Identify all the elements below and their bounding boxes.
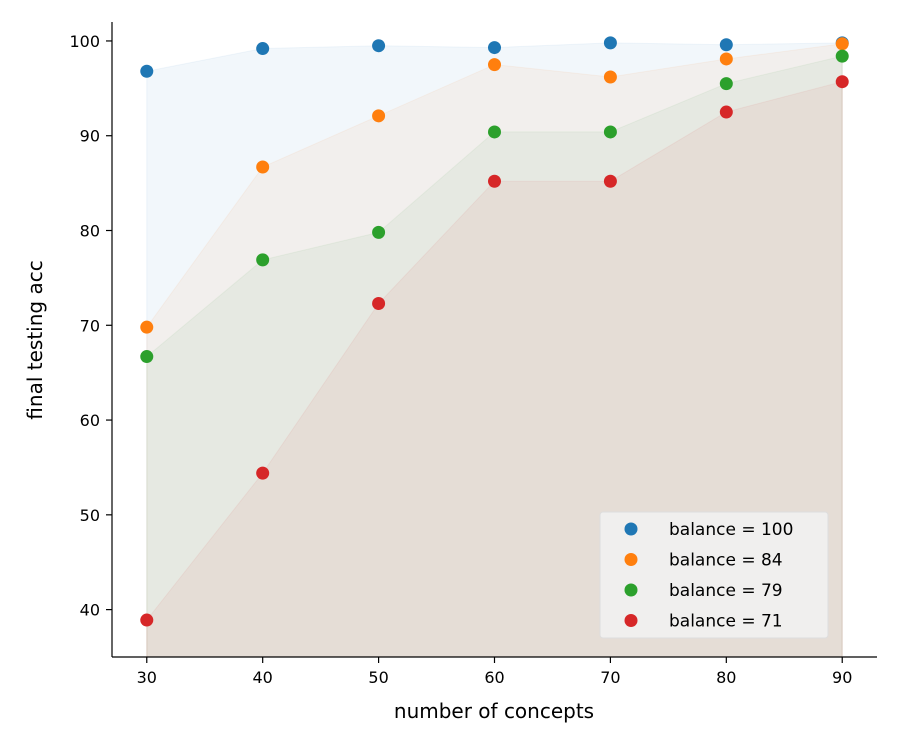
data-point — [719, 105, 733, 119]
data-point — [603, 70, 617, 84]
data-point — [488, 174, 501, 188]
data-point — [835, 49, 849, 63]
y-ticks: 40 50 60 70 80 90 100 — [69, 32, 112, 620]
data-point — [140, 64, 154, 78]
data-point — [488, 41, 501, 55]
data-point — [719, 52, 733, 66]
data-point — [603, 174, 617, 188]
x-ticks: 30 40 50 60 70 80 90 — [137, 657, 852, 687]
legend: balance = 100 balance = 84 balance = 79 bal… — [599, 511, 829, 639]
y-tick-label: 50 — [80, 506, 100, 525]
legend-marker — [624, 583, 638, 597]
data-point — [256, 160, 270, 174]
y-tick-label: 70 — [80, 316, 100, 335]
legend-label: balance = 79 — [669, 581, 783, 601]
data-point — [372, 39, 386, 53]
x-tick-label: 40 — [253, 668, 273, 687]
legend-label: balance = 71 — [669, 612, 783, 632]
data-point — [835, 75, 849, 89]
legend-box — [599, 511, 829, 639]
data-points — [140, 36, 849, 627]
x-tick-label: 90 — [832, 668, 852, 687]
x-tick-label: 80 — [716, 668, 736, 687]
legend-marker — [624, 522, 638, 536]
series-balance-84 — [140, 37, 849, 334]
y-tick-label: 60 — [80, 411, 100, 430]
data-point — [835, 37, 849, 51]
data-point — [256, 42, 270, 56]
series-balance-79 — [140, 49, 849, 364]
data-point — [256, 253, 270, 267]
legend-marker — [624, 553, 638, 566]
y-tick-label: 80 — [80, 222, 100, 241]
data-point — [140, 613, 154, 627]
data-point — [140, 350, 154, 364]
legend-marker — [624, 614, 638, 627]
data-point — [372, 225, 386, 239]
x-tick-label: 60 — [484, 668, 504, 687]
data-point — [256, 466, 270, 480]
legend-label: balance = 84 — [669, 551, 783, 571]
data-point — [719, 38, 733, 52]
data-point — [372, 296, 386, 310]
series-balance-71 — [140, 75, 849, 627]
y-tick-label: 40 — [80, 601, 100, 620]
y-tick-label: 100 — [69, 32, 100, 51]
data-point — [140, 320, 154, 334]
x-tick-label: 70 — [600, 668, 620, 687]
data-point — [719, 77, 733, 91]
y-tick-label: 90 — [80, 127, 100, 146]
legend-label: balance = 100 — [669, 520, 793, 540]
data-point — [603, 36, 617, 50]
data-point — [603, 125, 617, 139]
data-point — [372, 109, 386, 123]
x-tick-label: 30 — [137, 668, 157, 687]
y-axis-label: final testing acc — [23, 260, 47, 419]
x-tick-label: 50 — [368, 668, 388, 687]
data-point — [488, 58, 501, 72]
data-point — [488, 125, 501, 139]
x-axis-label: number of concepts — [394, 699, 594, 723]
